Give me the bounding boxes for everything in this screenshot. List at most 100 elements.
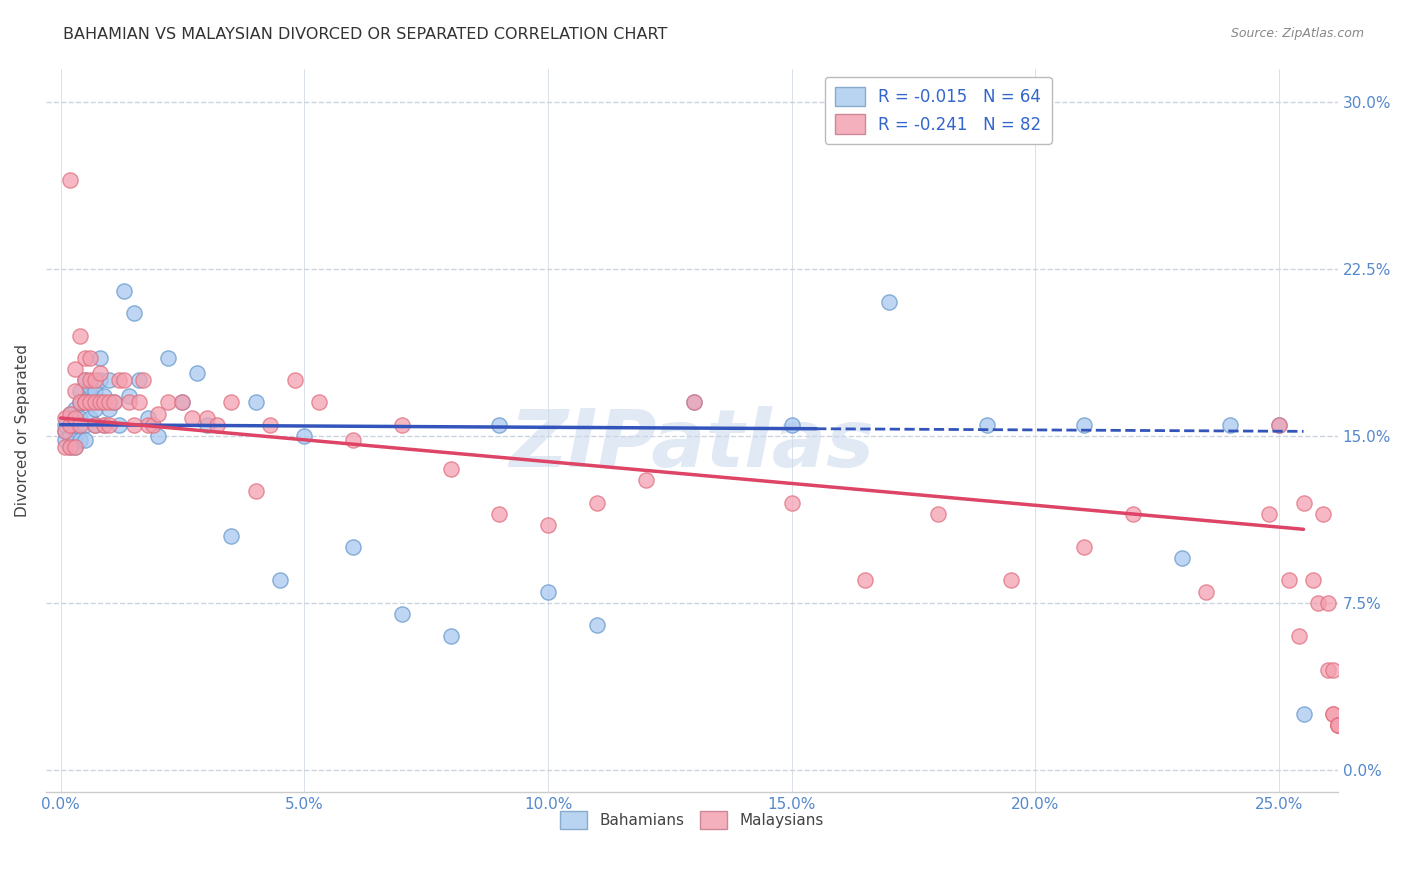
Text: ZIPatlas: ZIPatlas <box>509 406 875 483</box>
Point <box>73 373 96 387</box>
Point <box>976 417 998 432</box>
Point <box>1278 574 1301 588</box>
Point <box>108 373 131 387</box>
Point <box>118 395 141 409</box>
Point <box>63 362 86 376</box>
Point <box>98 395 121 409</box>
Point <box>79 380 101 394</box>
Point <box>683 395 706 409</box>
Point <box>93 417 115 432</box>
Point <box>83 402 105 417</box>
Point <box>55 425 77 439</box>
Point <box>1292 495 1315 509</box>
Point <box>342 540 364 554</box>
Point <box>73 395 96 409</box>
Point <box>488 507 510 521</box>
Point <box>55 425 77 439</box>
Point <box>488 417 510 432</box>
Point <box>83 417 105 432</box>
Point <box>108 417 131 432</box>
Point <box>172 395 194 409</box>
Point <box>269 574 291 588</box>
Point <box>63 440 86 454</box>
Point <box>1073 540 1095 554</box>
Point <box>284 373 307 387</box>
Point <box>69 328 91 343</box>
Point <box>1326 718 1348 732</box>
Point <box>73 395 96 409</box>
Point <box>59 411 82 425</box>
Point <box>1000 574 1022 588</box>
Point <box>59 440 82 454</box>
Point <box>195 417 218 432</box>
Point <box>853 574 876 588</box>
Point <box>186 367 208 381</box>
Point <box>69 411 91 425</box>
Point <box>146 407 169 421</box>
Y-axis label: Divorced or Separated: Divorced or Separated <box>15 343 30 516</box>
Point <box>89 373 111 387</box>
Point <box>585 618 607 632</box>
Point <box>1073 417 1095 432</box>
Point <box>73 395 96 409</box>
Point <box>1326 718 1348 732</box>
Point <box>1292 707 1315 722</box>
Point <box>1268 417 1291 432</box>
Point <box>1322 707 1344 722</box>
Point <box>55 417 77 432</box>
Point <box>132 373 155 387</box>
Point <box>181 411 204 425</box>
Point <box>118 389 141 403</box>
Point <box>63 402 86 417</box>
Point <box>205 417 228 432</box>
Point <box>136 417 159 432</box>
Point <box>63 417 86 432</box>
Point <box>79 411 101 425</box>
Point <box>122 306 145 320</box>
Point <box>93 417 115 432</box>
Point <box>73 351 96 365</box>
Point <box>877 295 900 310</box>
Point <box>1302 574 1324 588</box>
Point <box>63 422 86 436</box>
Point <box>103 395 125 409</box>
Point <box>63 434 86 448</box>
Point <box>79 389 101 403</box>
Point <box>55 411 77 425</box>
Point <box>780 417 803 432</box>
Point <box>245 484 267 499</box>
Point <box>73 417 96 432</box>
Point <box>98 417 121 432</box>
Point <box>1326 718 1348 732</box>
Point <box>342 434 364 448</box>
Point <box>537 517 560 532</box>
Point <box>79 373 101 387</box>
Point <box>122 417 145 432</box>
Point <box>59 407 82 421</box>
Point <box>128 373 150 387</box>
Point <box>136 411 159 425</box>
Point <box>83 417 105 432</box>
Point <box>537 584 560 599</box>
Point <box>1316 596 1339 610</box>
Point <box>83 373 105 387</box>
Point <box>391 607 413 621</box>
Point <box>1308 596 1330 610</box>
Point <box>219 395 242 409</box>
Point <box>683 395 706 409</box>
Point <box>69 417 91 432</box>
Point <box>391 417 413 432</box>
Point <box>89 395 111 409</box>
Point <box>259 417 281 432</box>
Point <box>112 284 135 298</box>
Point <box>172 395 194 409</box>
Point <box>79 351 101 365</box>
Point <box>1195 584 1218 599</box>
Point <box>1258 507 1281 521</box>
Point <box>439 462 461 476</box>
Point <box>112 373 135 387</box>
Point <box>93 395 115 409</box>
Point <box>55 440 77 454</box>
Point <box>1326 718 1348 732</box>
Legend: Bahamians, Malaysians: Bahamians, Malaysians <box>554 805 830 835</box>
